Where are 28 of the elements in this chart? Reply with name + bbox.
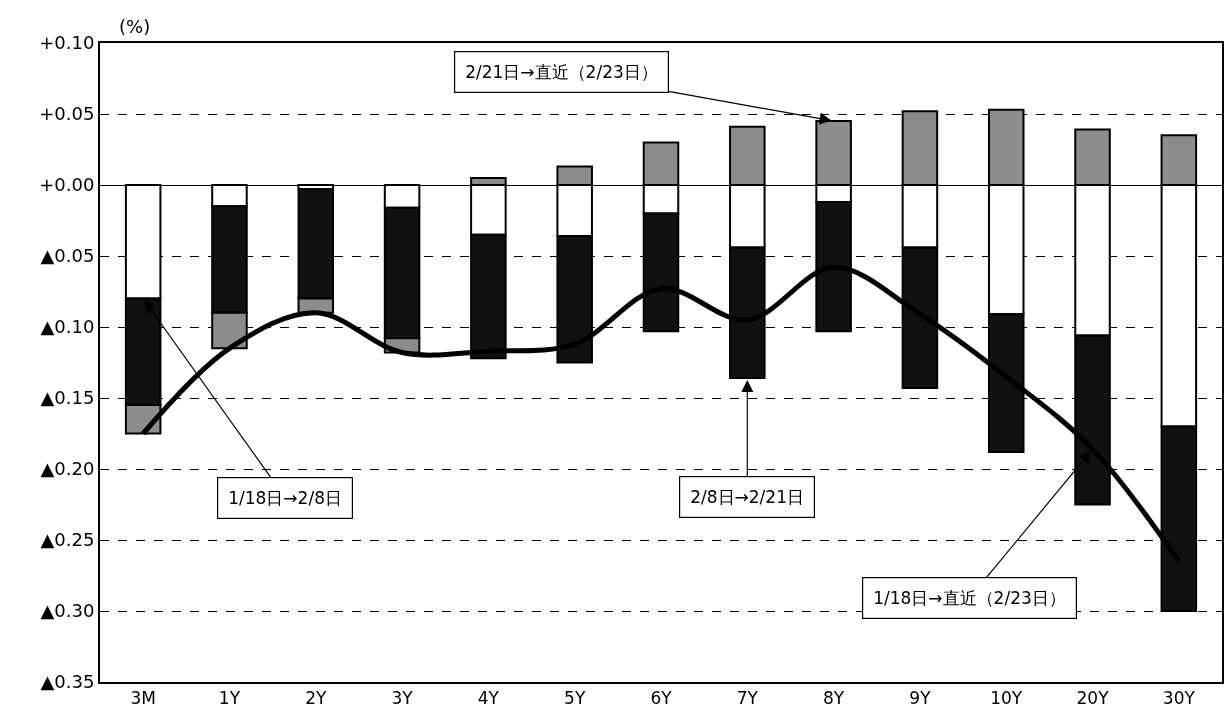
y-tick-label: ▲0.25 — [40, 529, 95, 551]
x-tick-label: 7Y — [736, 688, 759, 709]
x-tick-label: 4Y — [477, 688, 500, 709]
y-tick-label: ▲0.05 — [40, 245, 95, 267]
x-tick-label: 30Y — [1162, 688, 1196, 709]
y-tick-label: ▲0.35 — [40, 671, 95, 693]
annotation: 1/18日→直近（2/23日） — [873, 588, 1066, 609]
x-tick-label: 5Y — [564, 688, 586, 709]
y-tick-label: ▲0.15 — [40, 387, 95, 409]
y-tick-label: ▲0.20 — [40, 458, 95, 480]
y-tick-label: +0.00 — [39, 174, 95, 196]
y-tick-label: +0.10 — [39, 32, 95, 54]
annotation: 1/18日→2/8日 — [228, 488, 342, 509]
annotation: 2/21日→直近（2/23日） — [465, 62, 658, 83]
y-tick-label: +0.05 — [39, 103, 95, 125]
annotation: 2/8日→2/21日 — [690, 487, 804, 508]
x-tick-label: 9Y — [909, 688, 932, 709]
x-tick-label: 2Y — [305, 688, 327, 709]
x-tick-label: 3M — [130, 688, 156, 709]
x-tick-label: 1Y — [218, 688, 241, 709]
y-axis-title: (%) — [119, 16, 151, 37]
x-tick-label: 20Y — [1076, 688, 1110, 709]
x-tick-label: 3Y — [391, 688, 414, 709]
x-tick-label: 6Y — [650, 688, 673, 709]
y-tick-label: ▲0.30 — [40, 600, 95, 622]
x-tick-label: 10Y — [990, 688, 1023, 709]
y-tick-label: ▲0.10 — [40, 316, 95, 338]
x-tick-label: 8Y — [823, 688, 845, 709]
